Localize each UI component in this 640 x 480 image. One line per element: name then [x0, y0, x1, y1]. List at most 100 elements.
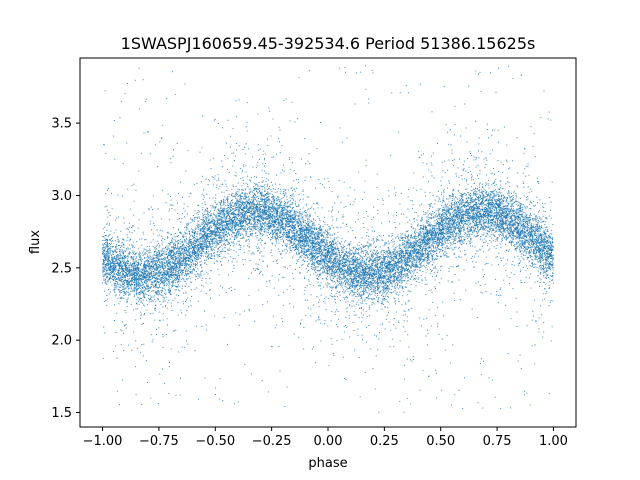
data-point: [500, 226, 502, 228]
data-point: [341, 251, 343, 253]
data-point: [501, 218, 503, 220]
data-point: [129, 252, 131, 254]
data-point: [427, 246, 429, 248]
data-point: [296, 219, 298, 220]
data-point: [196, 273, 198, 275]
data-point: [475, 222, 477, 224]
data-point: [200, 248, 202, 249]
data-point: [424, 284, 426, 286]
data-point: [544, 272, 546, 274]
data-point: [384, 269, 386, 271]
data-point: [170, 256, 172, 258]
data-point: [401, 249, 403, 251]
data-point: [538, 230, 540, 232]
data-point: [209, 197, 211, 199]
data-point: [254, 320, 256, 322]
data-point: [331, 262, 333, 264]
data-point: [454, 237, 456, 239]
data-point: [252, 212, 254, 214]
data-point: [299, 234, 301, 236]
data-point: [297, 240, 299, 241]
data-point: [187, 297, 188, 299]
data-point: [273, 195, 275, 197]
data-point: [278, 206, 280, 208]
data-point: [220, 207, 222, 209]
data-point: [240, 215, 242, 217]
data-point: [227, 253, 229, 255]
data-point: [448, 227, 450, 229]
data-point: [256, 176, 257, 178]
data-point: [274, 235, 276, 237]
data-point: [397, 258, 399, 260]
data-point: [533, 225, 535, 227]
data-point: [347, 290, 349, 292]
data-point: [404, 264, 406, 266]
data-point: [114, 285, 115, 287]
data-point: [206, 329, 207, 331]
data-point: [283, 240, 284, 242]
data-point: [459, 217, 461, 219]
data-point: [432, 235, 434, 237]
data-point: [336, 309, 338, 311]
data-point: [156, 229, 158, 231]
data-point: [425, 243, 427, 245]
data-point: [377, 276, 379, 278]
data-point: [526, 228, 528, 230]
data-point: [245, 212, 247, 214]
data-point: [329, 274, 331, 276]
data-point: [180, 377, 181, 379]
data-point: [171, 237, 173, 239]
data-point: [420, 255, 422, 257]
data-point: [409, 245, 411, 247]
data-point: [262, 229, 264, 231]
data-point: [531, 255, 533, 257]
data-point: [499, 198, 500, 200]
data-point: [449, 129, 451, 131]
data-point: [498, 199, 500, 201]
data-point: [301, 264, 303, 266]
data-point: [531, 244, 533, 245]
data-point: [438, 227, 440, 228]
data-point: [491, 213, 493, 215]
data-point: [435, 275, 437, 277]
data-point: [328, 226, 330, 227]
data-point: [217, 214, 219, 216]
data-point: [306, 240, 308, 242]
data-point: [135, 256, 137, 258]
data-point: [300, 230, 302, 232]
data-point: [180, 270, 182, 272]
data-point: [529, 240, 531, 242]
data-point: [398, 274, 400, 276]
data-point: [246, 206, 248, 208]
data-point: [228, 234, 230, 236]
data-point: [426, 222, 428, 224]
data-point: [523, 186, 525, 188]
data-point: [511, 243, 512, 245]
data-point: [229, 222, 231, 223]
data-point: [200, 272, 202, 274]
data-point: [494, 210, 496, 211]
data-point: [193, 253, 195, 255]
data-point: [248, 188, 250, 190]
data-point: [206, 259, 207, 261]
data-point: [147, 286, 148, 288]
data-point: [219, 203, 221, 205]
data-point: [487, 217, 489, 219]
data-point: [250, 204, 252, 206]
data-point: [313, 304, 315, 306]
data-point: [514, 264, 516, 266]
data-point: [521, 247, 523, 249]
data-point: [336, 281, 338, 283]
data-point: [532, 145, 534, 147]
data-point: [374, 259, 376, 261]
data-point: [520, 260, 522, 262]
data-point: [397, 275, 399, 277]
data-point: [367, 252, 369, 254]
data-point: [324, 272, 326, 274]
data-point: [207, 238, 209, 240]
data-point: [140, 292, 142, 294]
data-point: [341, 270, 343, 272]
data-point: [468, 166, 470, 168]
data-point: [508, 189, 510, 191]
data-point: [402, 237, 404, 239]
